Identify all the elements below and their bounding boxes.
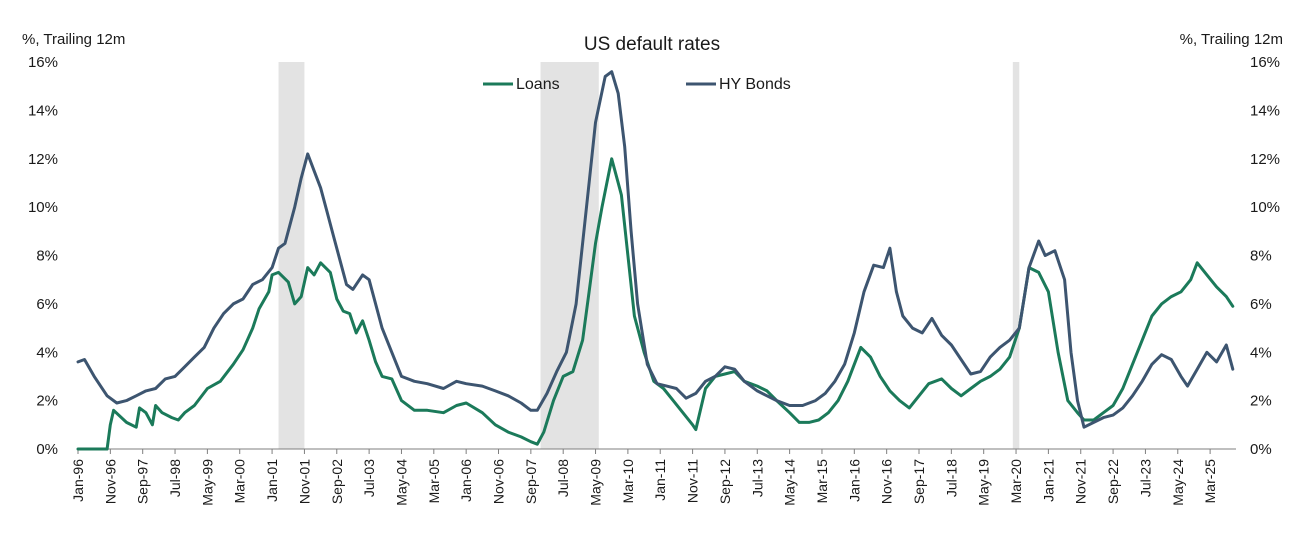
x-tick-label: Jan-11 [652,459,668,501]
y-tick-left: 0% [36,441,58,458]
y-tick-right: 12% [1250,151,1280,168]
x-tick-label: Jul-08 [555,459,571,497]
x-tick-label: May-09 [588,459,604,506]
y-axis-left-label: %, Trailing 12m [22,31,125,48]
x-tick-label: Nov-11 [685,459,701,503]
x-tick-label: Mar-10 [620,459,636,504]
x-tick-label: Jul-18 [943,459,959,497]
x-tick-label: May-99 [199,459,215,506]
x-tick-label: Sep-07 [523,459,539,504]
x-tick-label: Sep-17 [911,459,927,504]
x-tick-label: Nov-06 [491,459,507,504]
x-tick-label: Jan-96 [70,459,86,502]
y-tick-right: 14% [1250,102,1280,119]
x-tick-label: Mar-15 [814,459,830,504]
series-line-hy-bonds [76,70,1235,429]
x-axis: Jan-96 Nov-96 Sep-97 Jul-98 May-99 Mar-00 Jan-… [70,448,1236,506]
recession-band-3 [1012,62,1020,449]
y-tick-left: 14% [28,102,58,119]
y-tick-right: 10% [1250,199,1280,216]
y-tick-left: 10% [28,199,58,216]
chart-title: US default rates [584,34,720,55]
y-tick-left: 4% [36,344,58,361]
x-tick-label: Jul-98 [167,459,183,497]
series-group [76,70,1235,451]
x-tick-label: Sep-97 [135,459,151,504]
x-tick-label: Mar-25 [1202,459,1218,504]
x-tick-label: Nov-16 [879,459,895,504]
x-tick-label: Nov-21 [1073,459,1089,504]
recession-band-1 [278,62,305,449]
y-axis-left: 0% 2% 4% 6% 8% 10% 12% 14% 16% [28,54,58,458]
x-tick-label: Jan-06 [458,459,474,502]
y-tick-left: 8% [36,248,58,265]
x-tick-label: Jan-21 [1040,459,1056,502]
x-tick-label: May-24 [1170,459,1186,506]
y-tick-right: 16% [1250,54,1280,71]
x-tick-label: Sep-02 [329,459,345,504]
legend-label-loans: Loans [516,76,560,93]
y-tick-right: 0% [1250,441,1272,458]
x-tick-label: Jan-01 [264,459,280,502]
x-tick-label: Sep-22 [1105,459,1121,504]
y-tick-right: 2% [1250,393,1272,410]
x-tick-label: May-14 [782,459,798,506]
x-tick-label: Jul-13 [749,459,765,497]
y-tick-left: 6% [36,296,58,313]
y-axis-right-label: %, Trailing 12m [1180,31,1283,48]
x-tick-label: Nov-96 [102,459,118,504]
x-tick-label: Nov-01 [296,459,312,504]
y-tick-left: 2% [36,393,58,410]
x-tick-label: Jul-23 [1137,459,1153,497]
x-tick-label: May-19 [976,459,992,506]
y-tick-right: 6% [1250,296,1272,313]
y-tick-left: 12% [28,151,58,168]
x-tick-label: Jul-03 [361,459,377,497]
y-axis-right: 0% 2% 4% 6% 8% 10% 12% 14% 16% [1250,54,1280,458]
x-tick-label: Mar-00 [232,459,248,504]
x-tick-label: May-04 [393,459,409,506]
legend: Loans HY Bonds [483,76,791,93]
recession-shading-group [278,62,1020,449]
y-tick-right: 4% [1250,344,1272,361]
x-tick-label: Mar-20 [1008,459,1024,504]
y-tick-left: 16% [28,54,58,71]
legend-label-hy-bonds: HY Bonds [719,76,791,93]
y-tick-right: 8% [1250,248,1272,265]
x-tick-label: Sep-12 [717,459,733,504]
series-line-loans [76,157,1235,451]
x-tick-label: Jan-16 [846,459,862,502]
x-tick-label: Mar-05 [426,459,442,504]
